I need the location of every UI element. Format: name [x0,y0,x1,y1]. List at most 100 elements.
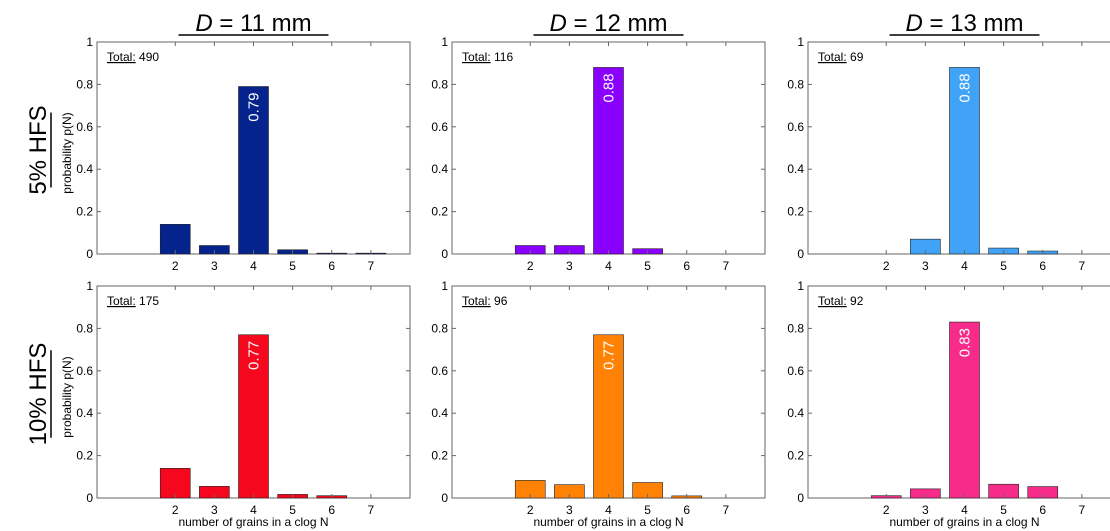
row-title-text: 10% HFS [25,343,52,446]
row-title-0: 5% HFS [25,105,52,194]
y-tick-label: 0.2 [431,205,448,219]
x-tick-label: 2 [172,259,179,273]
x-tick-label: 6 [328,259,335,273]
y-tick-label: 0.2 [787,205,804,219]
y-tick-label: 0.4 [76,406,93,420]
y-tick-label: 1 [86,35,93,49]
x-tick-label: 6 [328,503,335,517]
y-axis-label: probability p(N) [60,112,74,193]
y-tick-label: 0 [797,491,804,505]
x-tick-label: 4 [605,503,612,517]
y-tick-label: 0.4 [76,162,93,176]
y-tick-label: 1 [86,279,93,293]
x-tick-label: 4 [250,503,257,517]
x-tick-label: 7 [723,503,730,517]
total-prefix: Total: [818,294,847,308]
x-axis-label: number of grains in a clog N [889,515,1039,529]
bar-4 [238,86,269,255]
y-tick-label: 0.8 [787,77,804,91]
panel-0-0: 0 0.2 0.4 0.6 0.8 1 2 3 4 5 6 7 0.79 Total: 490 probab… [60,35,411,273]
bar-value-label: 0.77 [246,341,263,370]
column-title-0: D = 11 mm [195,10,311,37]
x-tick-label: 6 [683,259,690,273]
y-tick-label: 1 [797,35,804,49]
y-axis-label: probability p(N) [60,356,74,437]
y-tick-label: 1 [797,279,804,293]
column-title-2: D = 13 mm [905,10,1023,37]
total-value: 116 [491,50,514,64]
x-tick-label: 6 [1039,503,1046,517]
bar-2 [159,224,191,255]
bar-value-label: 0.83 [957,328,974,357]
panel-1-2: 0 0.2 0.4 0.6 0.8 1 2 3 4 5 6 7 0.83 Total: 92 number … [787,279,1110,529]
y-tick-label: 0.2 [76,205,93,219]
total-annotation: Total: 116 [462,50,513,64]
total-annotation: Total: 69 [818,50,864,64]
x-tick-label: 3 [922,259,929,273]
x-tick-label: 3 [566,503,573,517]
y-tick-label: 0.6 [431,120,448,134]
x-tick-label: 7 [723,259,730,273]
y-tick-label: 0.8 [787,321,804,335]
x-tick-label: 5 [644,503,651,517]
y-tick-label: 0.4 [431,162,448,176]
y-tick-label: 0.6 [431,364,448,378]
total-value: 69 [847,50,864,64]
bar-value-label: 0.88 [957,73,974,102]
y-tick-label: 0.2 [787,449,804,463]
bar-4 [949,321,980,499]
x-tick-label: 5 [289,503,296,517]
x-tick-label: 6 [1039,259,1046,273]
y-tick-label: 0 [86,247,93,261]
total-annotation: Total: 490 [107,50,159,64]
x-tick-label: 2 [527,503,534,517]
panels: 0 0.2 0.4 0.6 0.8 1 2 3 4 5 6 7 0.79 Total: 490 probab… [60,35,1110,529]
y-tick-label: 1 [441,35,448,49]
total-value: 96 [491,294,508,308]
y-tick-label: 0.6 [76,120,93,134]
total-prefix: Total: [107,294,136,308]
y-tick-label: 0.4 [787,406,804,420]
panel-0-2: 0 0.2 0.4 0.6 0.8 1 2 3 4 5 6 7 0.88 Total: 69 [787,35,1110,273]
bar-4 [593,67,624,255]
panel-1-0: 0 0.2 0.4 0.6 0.8 1 2 3 4 5 6 7 0.77 Total: 175 probab… [60,279,411,529]
y-tick-label: 0.8 [431,77,448,91]
bar-4 [949,67,980,255]
y-tick-label: 0.4 [787,162,804,176]
x-tick-label: 7 [1079,503,1086,517]
x-tick-label: 7 [1079,259,1086,273]
x-tick-label: 7 [368,259,375,273]
y-tick-label: 1 [441,279,448,293]
x-tick-label: 2 [527,259,534,273]
total-prefix: Total: [462,50,491,64]
total-prefix: Total: [462,294,491,308]
x-tick-label: 5 [1000,503,1007,517]
bar-value-label: 0.77 [601,341,618,370]
y-tick-label: 0 [86,491,93,505]
y-tick-label: 0.2 [76,449,93,463]
total-annotation: Total: 175 [107,294,159,308]
y-tick-label: 0.6 [76,364,93,378]
y-tick-label: 0.8 [431,321,448,335]
panel-0-1: 0 0.2 0.4 0.6 0.8 1 2 3 4 5 6 7 0.88 Total: 116 [431,35,766,273]
x-tick-label: 4 [961,503,968,517]
x-tick-label: 5 [1000,259,1007,273]
y-tick-label: 0.4 [431,406,448,420]
x-tick-label: 3 [566,259,573,273]
titles: D = 11 mm D = 12 mm D = 13 mm 5% HFS 10% HFS [25,10,1040,445]
bar-2 [159,468,191,499]
x-tick-label: 7 [368,503,375,517]
total-prefix: Total: [107,50,136,64]
y-tick-label: 0.8 [76,321,93,335]
y-tick-label: 0 [797,247,804,261]
column-title-1: D = 12 mm [549,10,667,37]
x-tick-label: 5 [644,259,651,273]
x-tick-label: 3 [211,259,218,273]
bar-4 [238,334,269,499]
y-tick-label: 0.8 [76,77,93,91]
total-value: 175 [136,294,160,308]
y-tick-label: 0 [441,491,448,505]
x-tick-label: 2 [172,503,179,517]
x-tick-label: 4 [961,259,968,273]
